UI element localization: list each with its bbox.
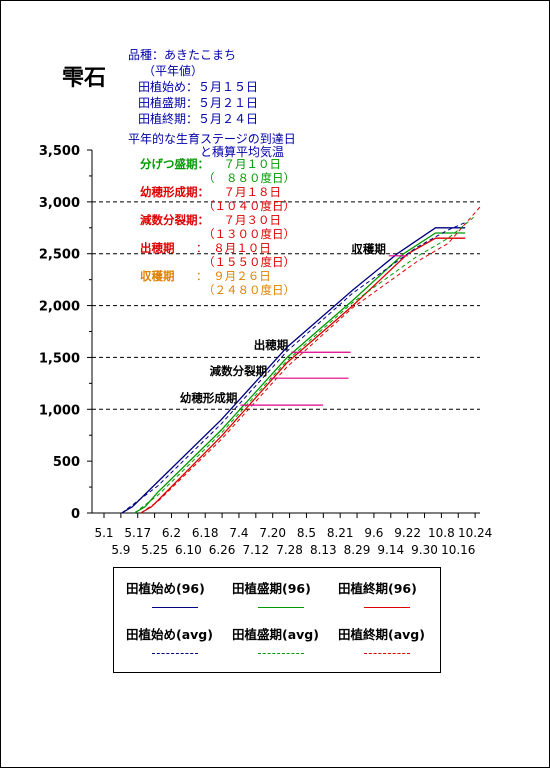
legend-line xyxy=(364,653,410,654)
y-tick-label: 2,000 xyxy=(39,300,80,315)
x-tick-label: 8.5 xyxy=(297,526,316,540)
legend: 田植始め(96) 田植盛期(96) 田植終期(96) 田植始め(avg) 田植盛期(av… xyxy=(113,567,441,673)
legend-label: 田植盛期(avg) xyxy=(232,627,319,642)
y-tick-label: 1,500 xyxy=(39,351,80,366)
x-tick-label: 7.20 xyxy=(259,526,286,540)
x-tick-label: 9.22 xyxy=(394,526,421,540)
planting-peak: 田植盛期：５月２１日 xyxy=(138,96,259,110)
x-tick-label: 5.9 xyxy=(111,543,130,557)
series-line xyxy=(121,222,466,514)
series-line xyxy=(134,232,466,514)
x-tick-label: 6.26 xyxy=(209,543,236,557)
chart-title-line1: 平年的な生育ステージの到達日 xyxy=(128,132,296,146)
legend-label: 田植終期(96) xyxy=(338,581,417,596)
x-tick-label: 9.30 xyxy=(411,543,438,557)
x-tick-label: 8.21 xyxy=(327,526,354,540)
legend-line xyxy=(258,653,304,654)
x-tick-label: 10.24 xyxy=(458,526,492,540)
stage-note-label: 出穂期 xyxy=(140,241,175,255)
y-tick-label: 3,000 xyxy=(39,196,80,211)
x-tick-label: 7.28 xyxy=(276,543,303,557)
y-tick-label: 2,500 xyxy=(39,248,80,263)
y-tick-label: 3,500 xyxy=(39,144,80,159)
stage-note-date: ： ８月１０日 xyxy=(196,241,271,255)
legend-line xyxy=(152,653,198,654)
y-tick-label: 1,000 xyxy=(39,403,80,418)
station-title: 雫石 xyxy=(62,66,107,91)
x-tick-label: 8.13 xyxy=(310,543,337,557)
x-tick-label: 6.2 xyxy=(162,526,181,540)
x-tick-label: 6.18 xyxy=(192,526,219,540)
stage-note-label: 減数分裂期： xyxy=(140,213,209,227)
legend-label: 田植始め(96) xyxy=(126,581,205,596)
legend-label: 田植始め(avg) xyxy=(126,627,213,642)
legend-label: 田植盛期(96) xyxy=(232,581,311,596)
variety-label: 品種：あきたこまち xyxy=(128,48,237,62)
stage-note-gdd: （２４８０度日） xyxy=(203,283,295,297)
stage-note-gdd: （１３００度日） xyxy=(203,227,295,241)
x-tick-label: 5.17 xyxy=(124,526,151,540)
stage-note-gdd: （１５５０度日） xyxy=(203,255,295,269)
x-tick-label: 9.6 xyxy=(364,526,383,540)
stage-note-gdd: （１０４０度日） xyxy=(203,199,295,213)
series-line xyxy=(140,206,481,514)
stage-note-label: 幼穂形成期： xyxy=(140,185,209,199)
series-line xyxy=(134,217,474,514)
stage-note-date: ７月３０日 xyxy=(212,213,281,227)
stage-note-label: 収穫期 xyxy=(140,269,175,283)
x-tick-label: 6.10 xyxy=(175,543,202,557)
legend-label: 田植終期(avg) xyxy=(338,627,425,642)
x-tick-label: 7.4 xyxy=(229,526,248,540)
x-tick-label: 9.14 xyxy=(377,543,404,557)
stage-note-date: ： ９月２６日 xyxy=(196,269,271,283)
y-tick-label: 500 xyxy=(53,455,80,470)
x-tick-label: 10.8 xyxy=(428,526,455,540)
x-tick-label: 10.16 xyxy=(441,543,475,557)
chart-title-line2: と積算平均気温 xyxy=(200,145,285,159)
stage-note-label: 分げつ盛期： xyxy=(140,157,209,171)
stage-note-date: ７月１０日 xyxy=(212,157,281,171)
x-tick-label: 8.29 xyxy=(344,543,371,557)
x-tick-label: 5.25 xyxy=(141,543,168,557)
stage-marker-label: 幼穂形成期 xyxy=(180,391,238,405)
x-tick-label: 5.1 xyxy=(94,526,113,540)
planting-end: 田植終期：５月２４日 xyxy=(138,112,259,126)
legend-line xyxy=(258,607,304,608)
stage-marker-label: 減数分裂期 xyxy=(210,364,268,378)
series-line xyxy=(140,237,466,514)
y-tick-label: 0 xyxy=(71,507,80,522)
normal-label: （平年値） xyxy=(143,64,204,78)
stage-note-date: ７月１８日 xyxy=(212,185,281,199)
x-tick-label: 7.12 xyxy=(242,543,269,557)
stage-note-gdd: （ ８８０度日） xyxy=(203,171,295,185)
stage-marker-label: 出穂期 xyxy=(254,338,289,352)
legend-line xyxy=(364,607,410,608)
planting-start: 田植始め：５月１５日 xyxy=(138,80,259,94)
legend-line xyxy=(152,607,198,608)
stage-marker-label: 収穫期 xyxy=(351,242,386,256)
